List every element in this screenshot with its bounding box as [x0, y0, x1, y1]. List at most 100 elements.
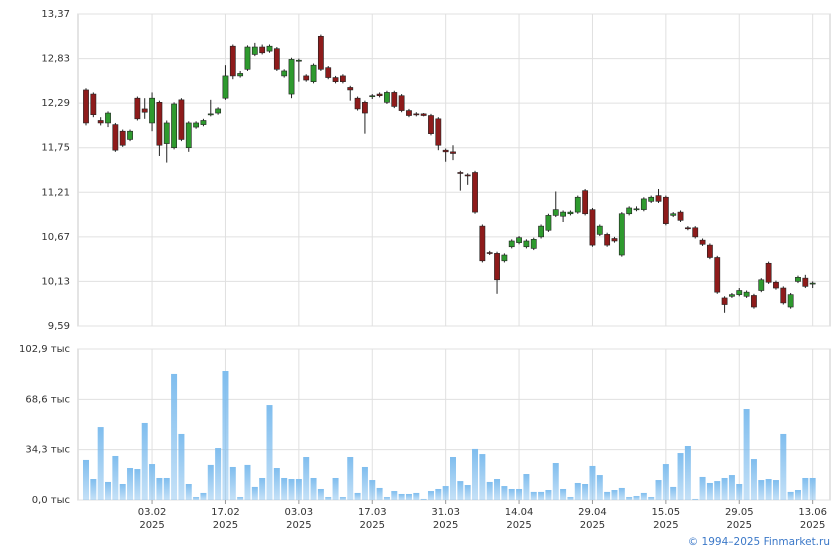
candle-body	[773, 281, 779, 289]
volume-bar	[538, 491, 545, 500]
candle-body	[479, 225, 486, 262]
volume-bar	[479, 454, 486, 500]
volume-bar	[266, 405, 273, 500]
volume-bar	[200, 492, 207, 500]
y-tick-label: 11,75	[41, 143, 70, 154]
candle-body	[442, 149, 449, 153]
candle-body	[736, 290, 743, 295]
candle-body	[149, 97, 155, 124]
volume-bar	[310, 477, 317, 500]
candle-body	[729, 294, 735, 297]
volume-bar	[391, 491, 398, 500]
x-tick-label: 03.03 2025	[285, 507, 314, 531]
volume-bar	[90, 479, 97, 500]
volume-bar	[552, 463, 559, 500]
y-tick-label: 12,29	[41, 98, 70, 109]
volume-bar	[508, 488, 515, 500]
x-tick-label-line: 15.05	[652, 507, 681, 518]
volume-bar	[545, 490, 552, 500]
candle-body	[457, 172, 464, 174]
volume-bar	[207, 464, 214, 500]
volume-bar	[787, 491, 794, 500]
candle-body	[655, 195, 662, 202]
candle-body	[347, 87, 354, 91]
volume-bar	[574, 482, 581, 500]
y-tick-label: 9,59	[48, 321, 70, 332]
candle-body	[141, 108, 148, 113]
volume-bar	[464, 485, 471, 500]
candle-body	[530, 239, 537, 249]
candle-body	[244, 46, 251, 70]
candle-body	[90, 93, 97, 115]
candle-body	[295, 59, 302, 62]
candle-body	[83, 89, 89, 124]
volume-bar	[427, 491, 434, 500]
x-tick-label-line: 03.03	[285, 507, 314, 518]
volume-bar	[604, 491, 611, 500]
volume-bar	[288, 479, 295, 500]
volume-bar	[127, 468, 134, 500]
volume-bar	[156, 477, 163, 500]
x-tick-label: 13.06 2025	[798, 507, 827, 531]
candle-body	[134, 97, 141, 120]
candle-body	[743, 291, 750, 297]
volume-bar	[281, 477, 288, 500]
candle-body	[339, 75, 346, 82]
volume-bar	[435, 488, 442, 500]
candle-body	[611, 238, 618, 242]
x-tick-label-line: 03.02	[138, 507, 167, 518]
candle-body	[538, 225, 544, 238]
candle-body	[222, 75, 229, 99]
volume-bar	[112, 455, 119, 500]
volume-bar	[134, 469, 141, 500]
volume-bar	[442, 486, 449, 500]
candle-body	[501, 254, 508, 262]
candle-body	[567, 211, 574, 215]
x-tick-label-line: 2025	[213, 520, 238, 531]
candle-body	[494, 253, 500, 281]
volume-bar	[802, 477, 809, 500]
y-tick-label: 102,9 тыс	[19, 344, 70, 355]
y-tick-label: 11,21	[41, 187, 70, 198]
footer[interactable]: © 1994–2025 Finmarket.ru	[688, 536, 830, 548]
volume-bar	[677, 453, 684, 500]
y-tick-label: 68,6 тыс	[25, 394, 70, 405]
candle-body	[618, 213, 625, 256]
volume-bar	[317, 488, 324, 500]
candle-body	[626, 207, 633, 215]
volume-bar	[405, 493, 412, 500]
x-tick-label-line: 2025	[727, 520, 752, 531]
candle-body	[273, 48, 280, 70]
candle-body	[281, 70, 288, 77]
volume-bar	[626, 497, 633, 500]
x-tick-label: 31.03 2025	[431, 507, 460, 531]
volume-bar	[765, 479, 772, 500]
volume-bar	[809, 477, 816, 500]
volume-bar	[670, 486, 677, 500]
volume-bar	[171, 373, 178, 500]
volume-bar	[413, 492, 420, 500]
y-tick-label: 12,83	[41, 54, 70, 65]
candle-body	[706, 244, 713, 258]
candle-body	[780, 287, 787, 304]
x-tick-label-line: 17.03	[358, 507, 387, 518]
candle-body	[765, 262, 772, 283]
candle-body	[303, 75, 310, 81]
candle-body	[354, 97, 361, 110]
candle-body	[229, 45, 236, 77]
candle-body	[633, 208, 640, 211]
volume-bar	[618, 487, 625, 500]
volume-bar	[398, 493, 405, 500]
candle-body	[163, 122, 170, 144]
volume-bar	[736, 484, 743, 500]
x-tick-label: 03.02 2025	[138, 507, 167, 531]
candle-body	[472, 172, 478, 213]
candle-body	[560, 211, 566, 217]
volume-bar	[303, 457, 310, 500]
x-tick-label-line: 2025	[360, 520, 385, 531]
candle-body	[266, 45, 273, 52]
volume-bar	[794, 490, 801, 500]
volume-bar	[369, 480, 376, 500]
volume-bar	[105, 481, 112, 500]
